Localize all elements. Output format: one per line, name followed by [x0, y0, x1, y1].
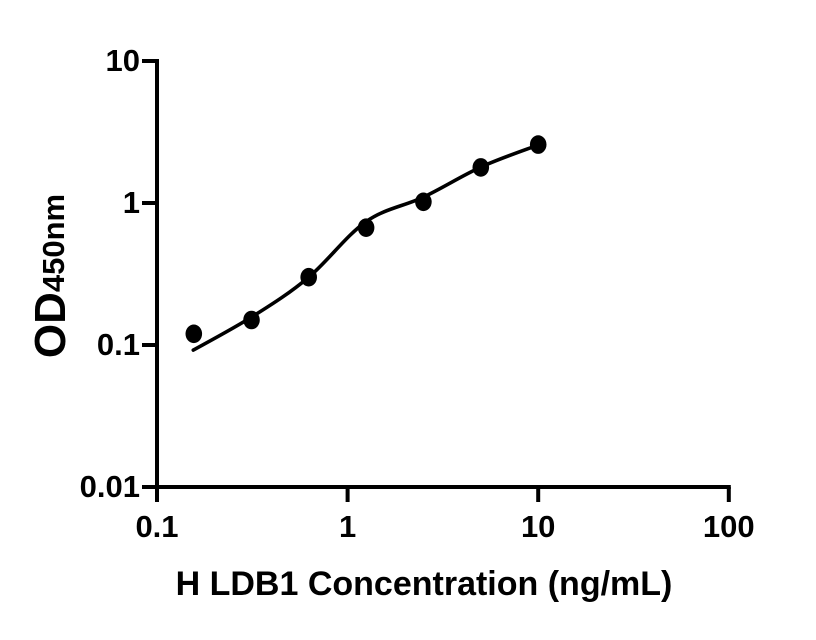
data-points [185, 135, 547, 344]
y-axis-title-subscript: 450nm [36, 193, 71, 293]
axes [142, 59, 731, 502]
data-point [243, 310, 260, 330]
y-tick-label: 1 [122, 185, 140, 220]
data-point [300, 267, 318, 287]
x-tick-label: 1 [338, 509, 357, 544]
y-axis-title: OD450nm [26, 193, 75, 359]
data-point [415, 192, 432, 212]
y-axis-title-main: OD [26, 292, 75, 359]
x-tick-label: 10 [520, 509, 556, 544]
y-tick-label: 0.01 [79, 469, 140, 504]
y-tick-label: 0.1 [96, 327, 140, 362]
data-point [472, 158, 490, 177]
data-point [357, 218, 375, 237]
x-axis-title: H LDB1 Concentration (ng/mL) [175, 565, 673, 603]
data-point [185, 324, 203, 344]
y-tick-label: 10 [105, 43, 140, 78]
x-tick-label: 100 [702, 509, 755, 544]
data-point [529, 135, 547, 154]
x-tick-label: 0.1 [135, 509, 179, 544]
